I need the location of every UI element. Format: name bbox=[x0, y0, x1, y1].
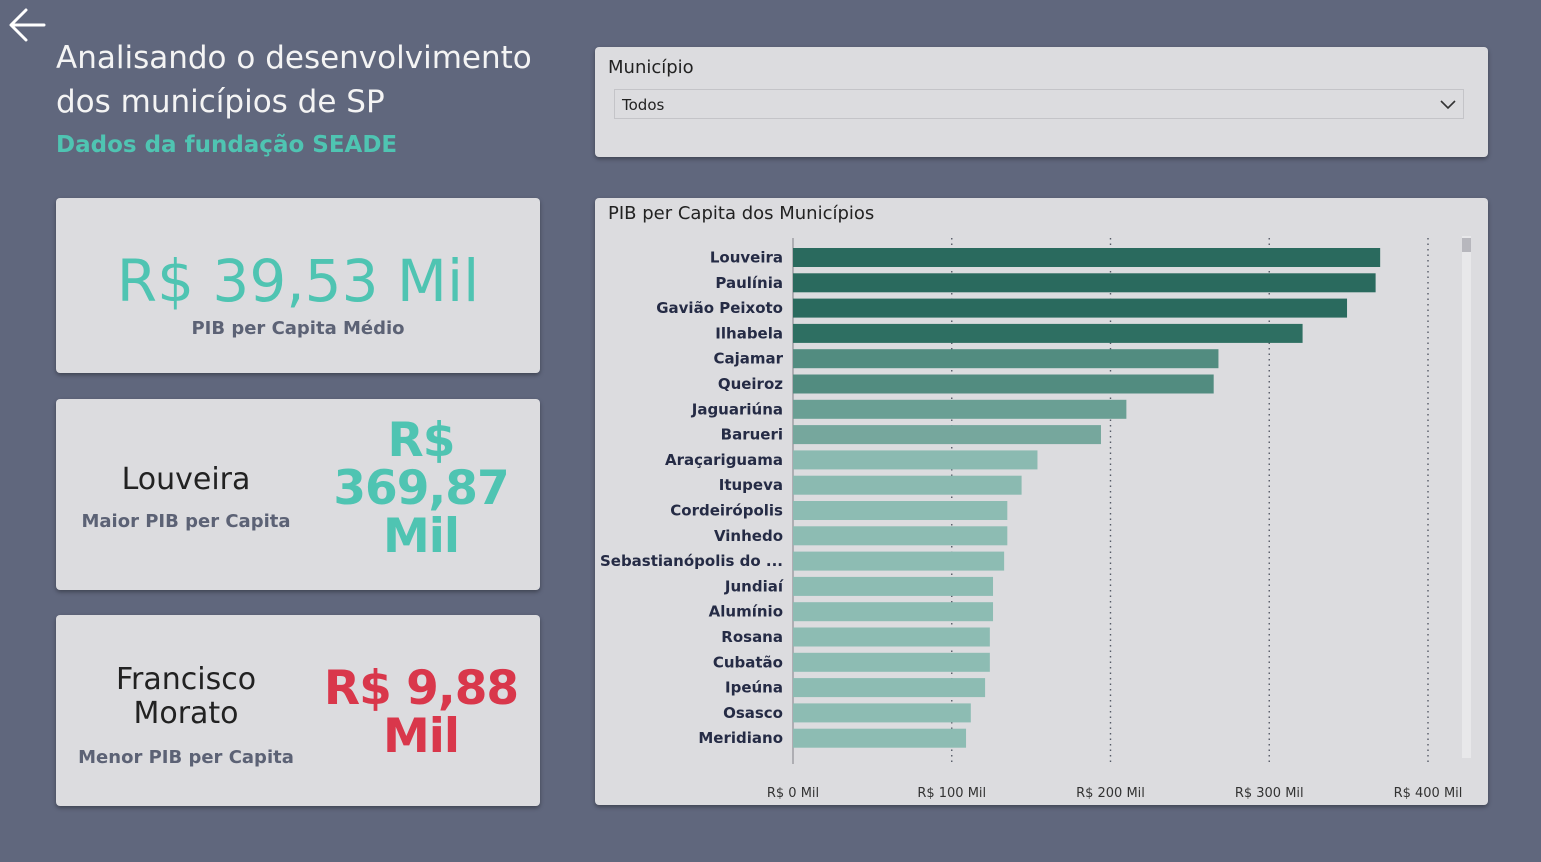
category-label: Rosana bbox=[721, 628, 783, 646]
kpi-average-value: R$ 39,53 Mil bbox=[116, 247, 480, 315]
municipality-filter: Município Todos bbox=[595, 47, 1488, 157]
bar[interactable] bbox=[793, 273, 1376, 293]
category-label: Queiroz bbox=[718, 375, 783, 393]
category-label: Araçariguama bbox=[665, 451, 783, 469]
bar[interactable] bbox=[793, 501, 1008, 520]
kpi-card-max: Louveira Maior PIB per Capita R$ 369,87 … bbox=[56, 399, 540, 590]
kpi-max-value: R$ 369,87 Mil bbox=[333, 413, 509, 564]
arrow-left-icon[interactable] bbox=[6, 6, 48, 44]
chevron-down-icon[interactable] bbox=[1439, 96, 1457, 112]
filter-title: Município bbox=[608, 57, 694, 78]
category-label: Louveira bbox=[710, 249, 783, 267]
category-label: Gavião Peixoto bbox=[656, 299, 783, 317]
kpi-card-min: Francisco Morato Menor PIB per Capita R$… bbox=[56, 615, 540, 806]
pib-chart-card: PIB per Capita dos Municípios Louveira Pa… bbox=[595, 198, 1488, 805]
x-tick-label: R$ 400 Mil bbox=[1394, 786, 1463, 801]
chart-title: PIB per Capita dos Municípios bbox=[608, 203, 875, 224]
category-label: Meridiano bbox=[698, 729, 783, 747]
bar[interactable] bbox=[793, 374, 1214, 394]
bar[interactable] bbox=[793, 450, 1038, 470]
category-label: Cubatão bbox=[713, 653, 783, 671]
bar[interactable] bbox=[793, 602, 994, 622]
category-label: Ilhabela bbox=[715, 324, 783, 342]
x-tick-label: R$ 0 Mil bbox=[767, 786, 819, 801]
bar[interactable] bbox=[793, 298, 1348, 318]
bar[interactable] bbox=[793, 526, 1008, 546]
category-label: Jundiaí bbox=[724, 577, 784, 595]
dropdown-selected-value: Todos bbox=[622, 96, 665, 114]
category-label: Osasco bbox=[723, 704, 783, 722]
bar[interactable] bbox=[793, 349, 1219, 369]
bar[interactable] bbox=[793, 728, 967, 748]
bar[interactable] bbox=[793, 475, 1022, 495]
kpi-max-municipality: Louveira bbox=[121, 462, 251, 497]
municipality-dropdown[interactable]: Todos bbox=[614, 89, 1464, 119]
category-label: Alumínio bbox=[709, 603, 783, 621]
chart-scrollbar-thumb[interactable] bbox=[1462, 238, 1471, 252]
chart-scrollbar[interactable] bbox=[1462, 236, 1471, 758]
bar[interactable] bbox=[793, 551, 1005, 571]
category-label: Paulínia bbox=[715, 274, 783, 292]
pib-bar-chart: Louveira Paulínia Gavião Peixoto Ilhabela Ca… bbox=[600, 238, 1463, 801]
bar[interactable] bbox=[793, 678, 986, 698]
x-tick-label: R$ 200 Mil bbox=[1076, 786, 1145, 801]
kpi-card-average: R$ 39,53 Mil PIB per Capita Médio bbox=[56, 198, 540, 373]
kpi-max-label: Maior PIB per Capita bbox=[81, 511, 291, 532]
bar[interactable] bbox=[793, 425, 1101, 445]
bar[interactable] bbox=[793, 652, 990, 672]
category-label: Sebastianópolis do ... bbox=[600, 552, 783, 570]
category-label: Cordeirópolis bbox=[670, 502, 783, 520]
bar[interactable] bbox=[793, 323, 1303, 343]
bar[interactable] bbox=[793, 248, 1381, 267]
kpi-average-label: PIB per Capita Médio bbox=[191, 318, 405, 339]
kpi-min-label: Menor PIB per Capita bbox=[78, 747, 294, 768]
kpi-min-value: R$ 9,88 Mil bbox=[323, 661, 519, 764]
bar[interactable] bbox=[793, 627, 990, 647]
bar[interactable] bbox=[793, 703, 971, 723]
x-tick-label: R$ 300 Mil bbox=[1235, 786, 1304, 801]
category-label: Itupeva bbox=[719, 476, 783, 494]
bar[interactable] bbox=[793, 576, 994, 596]
category-label: Jaguariúna bbox=[691, 400, 783, 418]
category-label: Ipeúna bbox=[725, 679, 783, 697]
page-subtitle: Dados da fundação SEADE bbox=[56, 132, 398, 158]
page-title: Analisando o desenvolvimento dos municíp… bbox=[56, 40, 532, 120]
category-label: Barueri bbox=[721, 426, 783, 444]
kpi-min-municipality: Francisco Morato bbox=[115, 662, 257, 731]
bar[interactable] bbox=[793, 399, 1127, 419]
category-label: Cajamar bbox=[713, 350, 783, 368]
category-label: Vinhedo bbox=[714, 527, 783, 545]
x-tick-label: R$ 100 Mil bbox=[917, 786, 986, 801]
